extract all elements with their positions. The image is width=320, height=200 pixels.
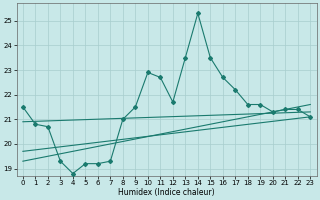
X-axis label: Humidex (Indice chaleur): Humidex (Indice chaleur)	[118, 188, 215, 197]
